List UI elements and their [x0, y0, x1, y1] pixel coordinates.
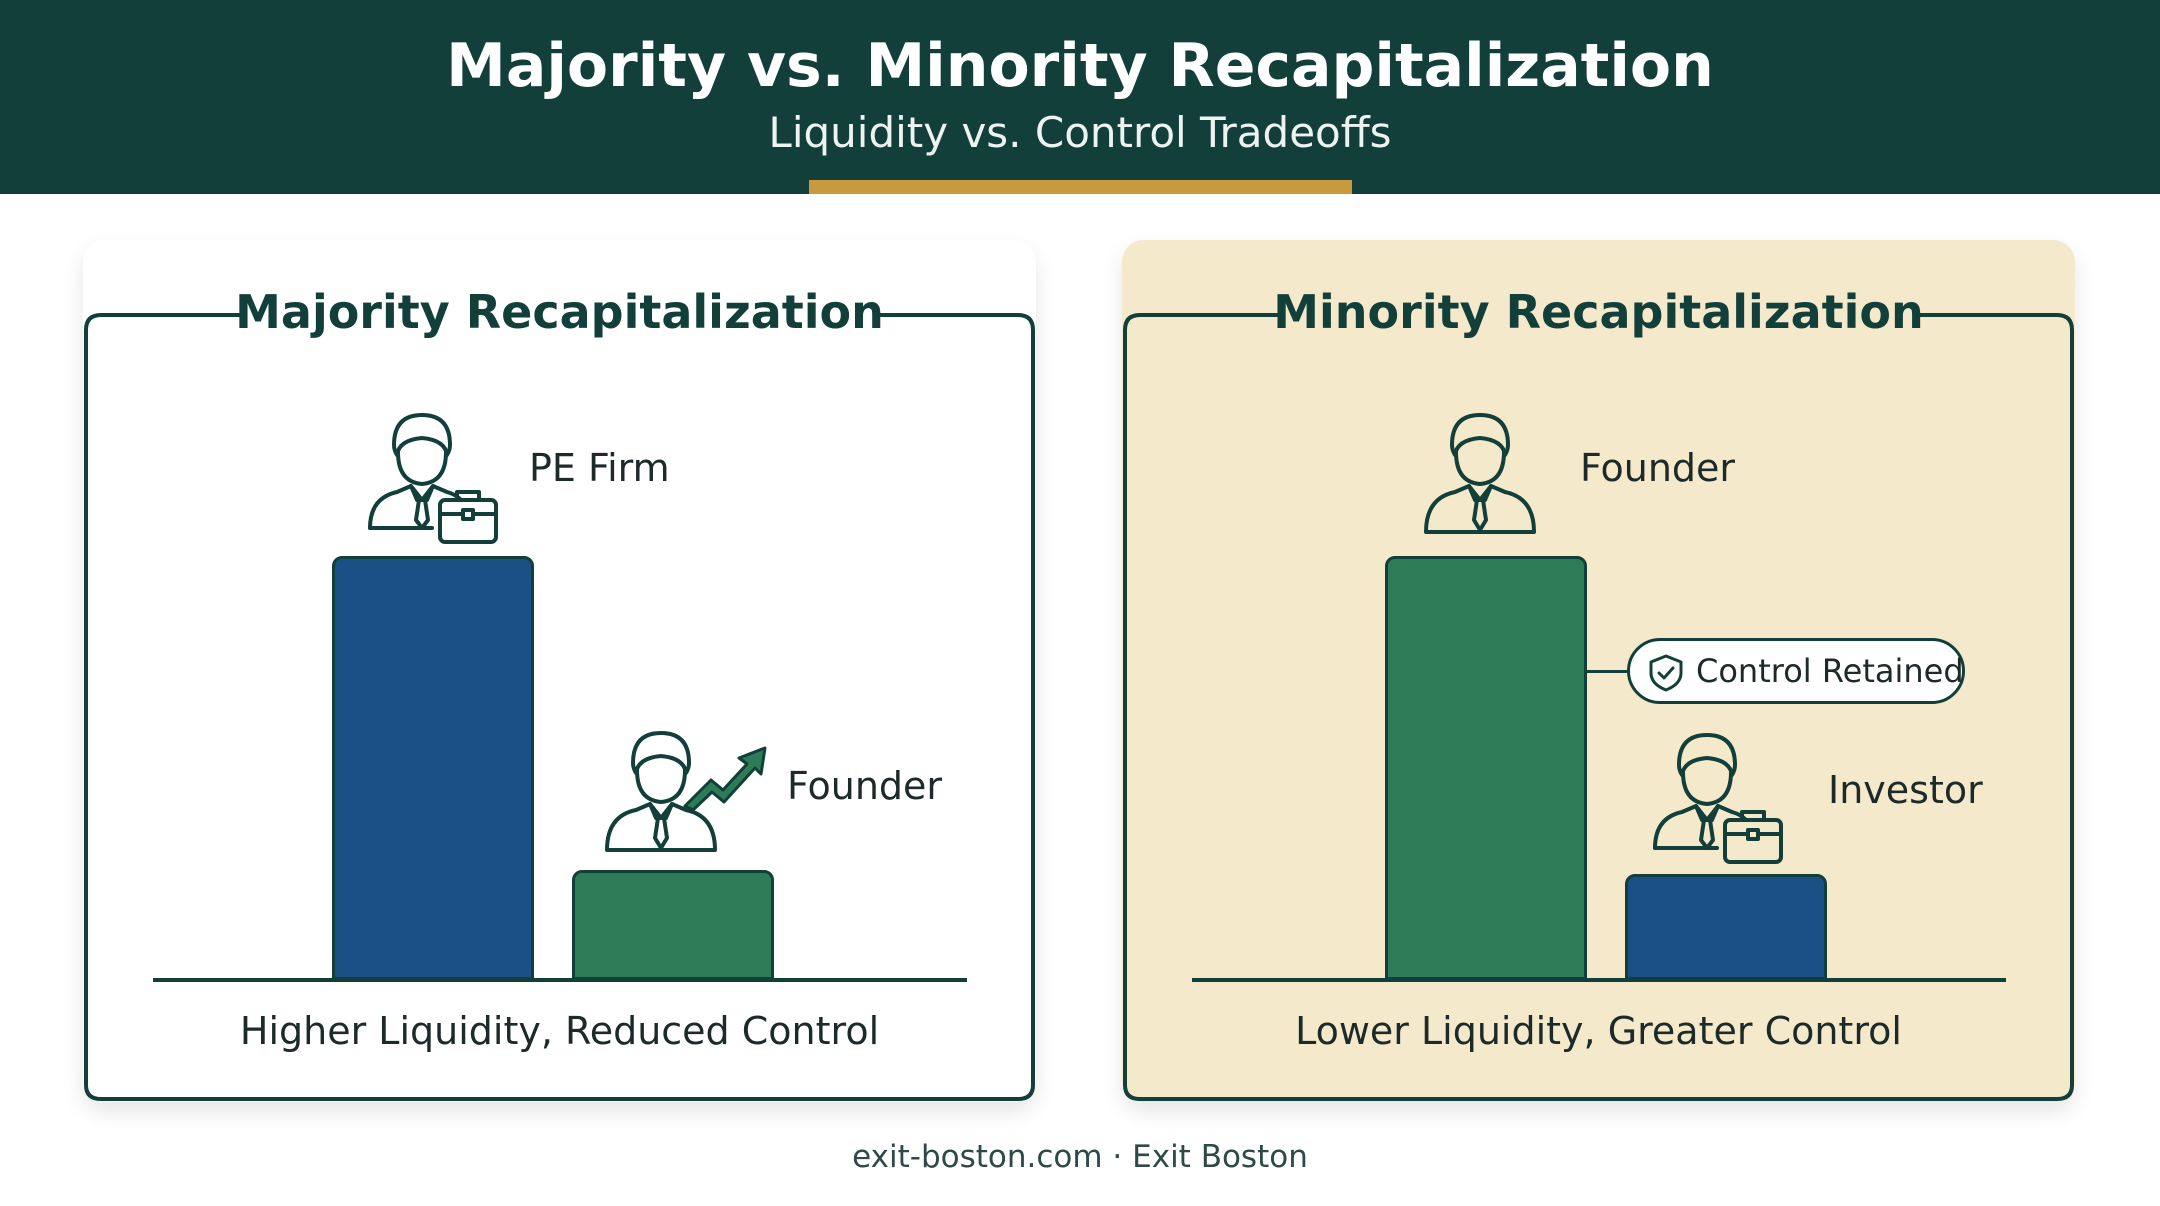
minority-caption: Lower Liquidity, Greater Control — [1295, 1009, 1902, 1053]
page-title: Majority vs. Minority Recapitalization — [446, 31, 1714, 101]
majority-panel-title: Majority Recapitalization — [235, 285, 884, 339]
minority-investor-bar — [1625, 874, 1827, 980]
minority-top-party-label: Founder — [1580, 446, 1736, 490]
pe-firm-person-briefcase-icon — [368, 413, 498, 544]
majority-baseline — [153, 978, 967, 982]
page-subtitle: Liquidity vs. Control Tradeoffs — [768, 108, 1392, 157]
control-retained-label: Control Retained — [1696, 652, 1964, 690]
majority-founder-person-icon — [605, 731, 717, 852]
majority-founder-bar — [572, 870, 774, 980]
majority-bottom-party-label: Founder — [787, 764, 943, 808]
minority-bottom-party-label: Investor — [1828, 768, 1983, 812]
majority-panel: Majority Recapitalization PE Firm — [83, 240, 1036, 1102]
majority-top-party-label: PE Firm — [529, 446, 670, 490]
accent-bar — [809, 180, 1352, 194]
header-banner: Majority vs. Minority Recapitalization L… — [0, 0, 2160, 194]
shield-check-icon — [1649, 654, 1683, 692]
footer-credit: exit-boston.com · Exit Boston — [852, 1139, 1308, 1175]
minority-panel-frame — [1123, 313, 2074, 1101]
control-retained-badge: Control Retained — [1627, 638, 1965, 704]
investor-person-briefcase-icon — [1653, 733, 1783, 864]
minority-baseline — [1192, 978, 2006, 982]
minority-founder-bar — [1385, 556, 1587, 980]
minority-founder-person-icon — [1424, 413, 1536, 534]
majority-caption: Higher Liquidity, Reduced Control — [239, 1009, 880, 1053]
badge-connector — [1587, 670, 1627, 673]
minority-panel-title: Minority Recapitalization — [1273, 285, 1924, 339]
minority-panel: Minority Recapitalization Founder Contro… — [1122, 240, 2075, 1102]
trend-up-arrow-icon — [683, 746, 767, 812]
majority-pe-firm-bar — [332, 556, 534, 980]
majority-panel-frame — [84, 313, 1035, 1101]
